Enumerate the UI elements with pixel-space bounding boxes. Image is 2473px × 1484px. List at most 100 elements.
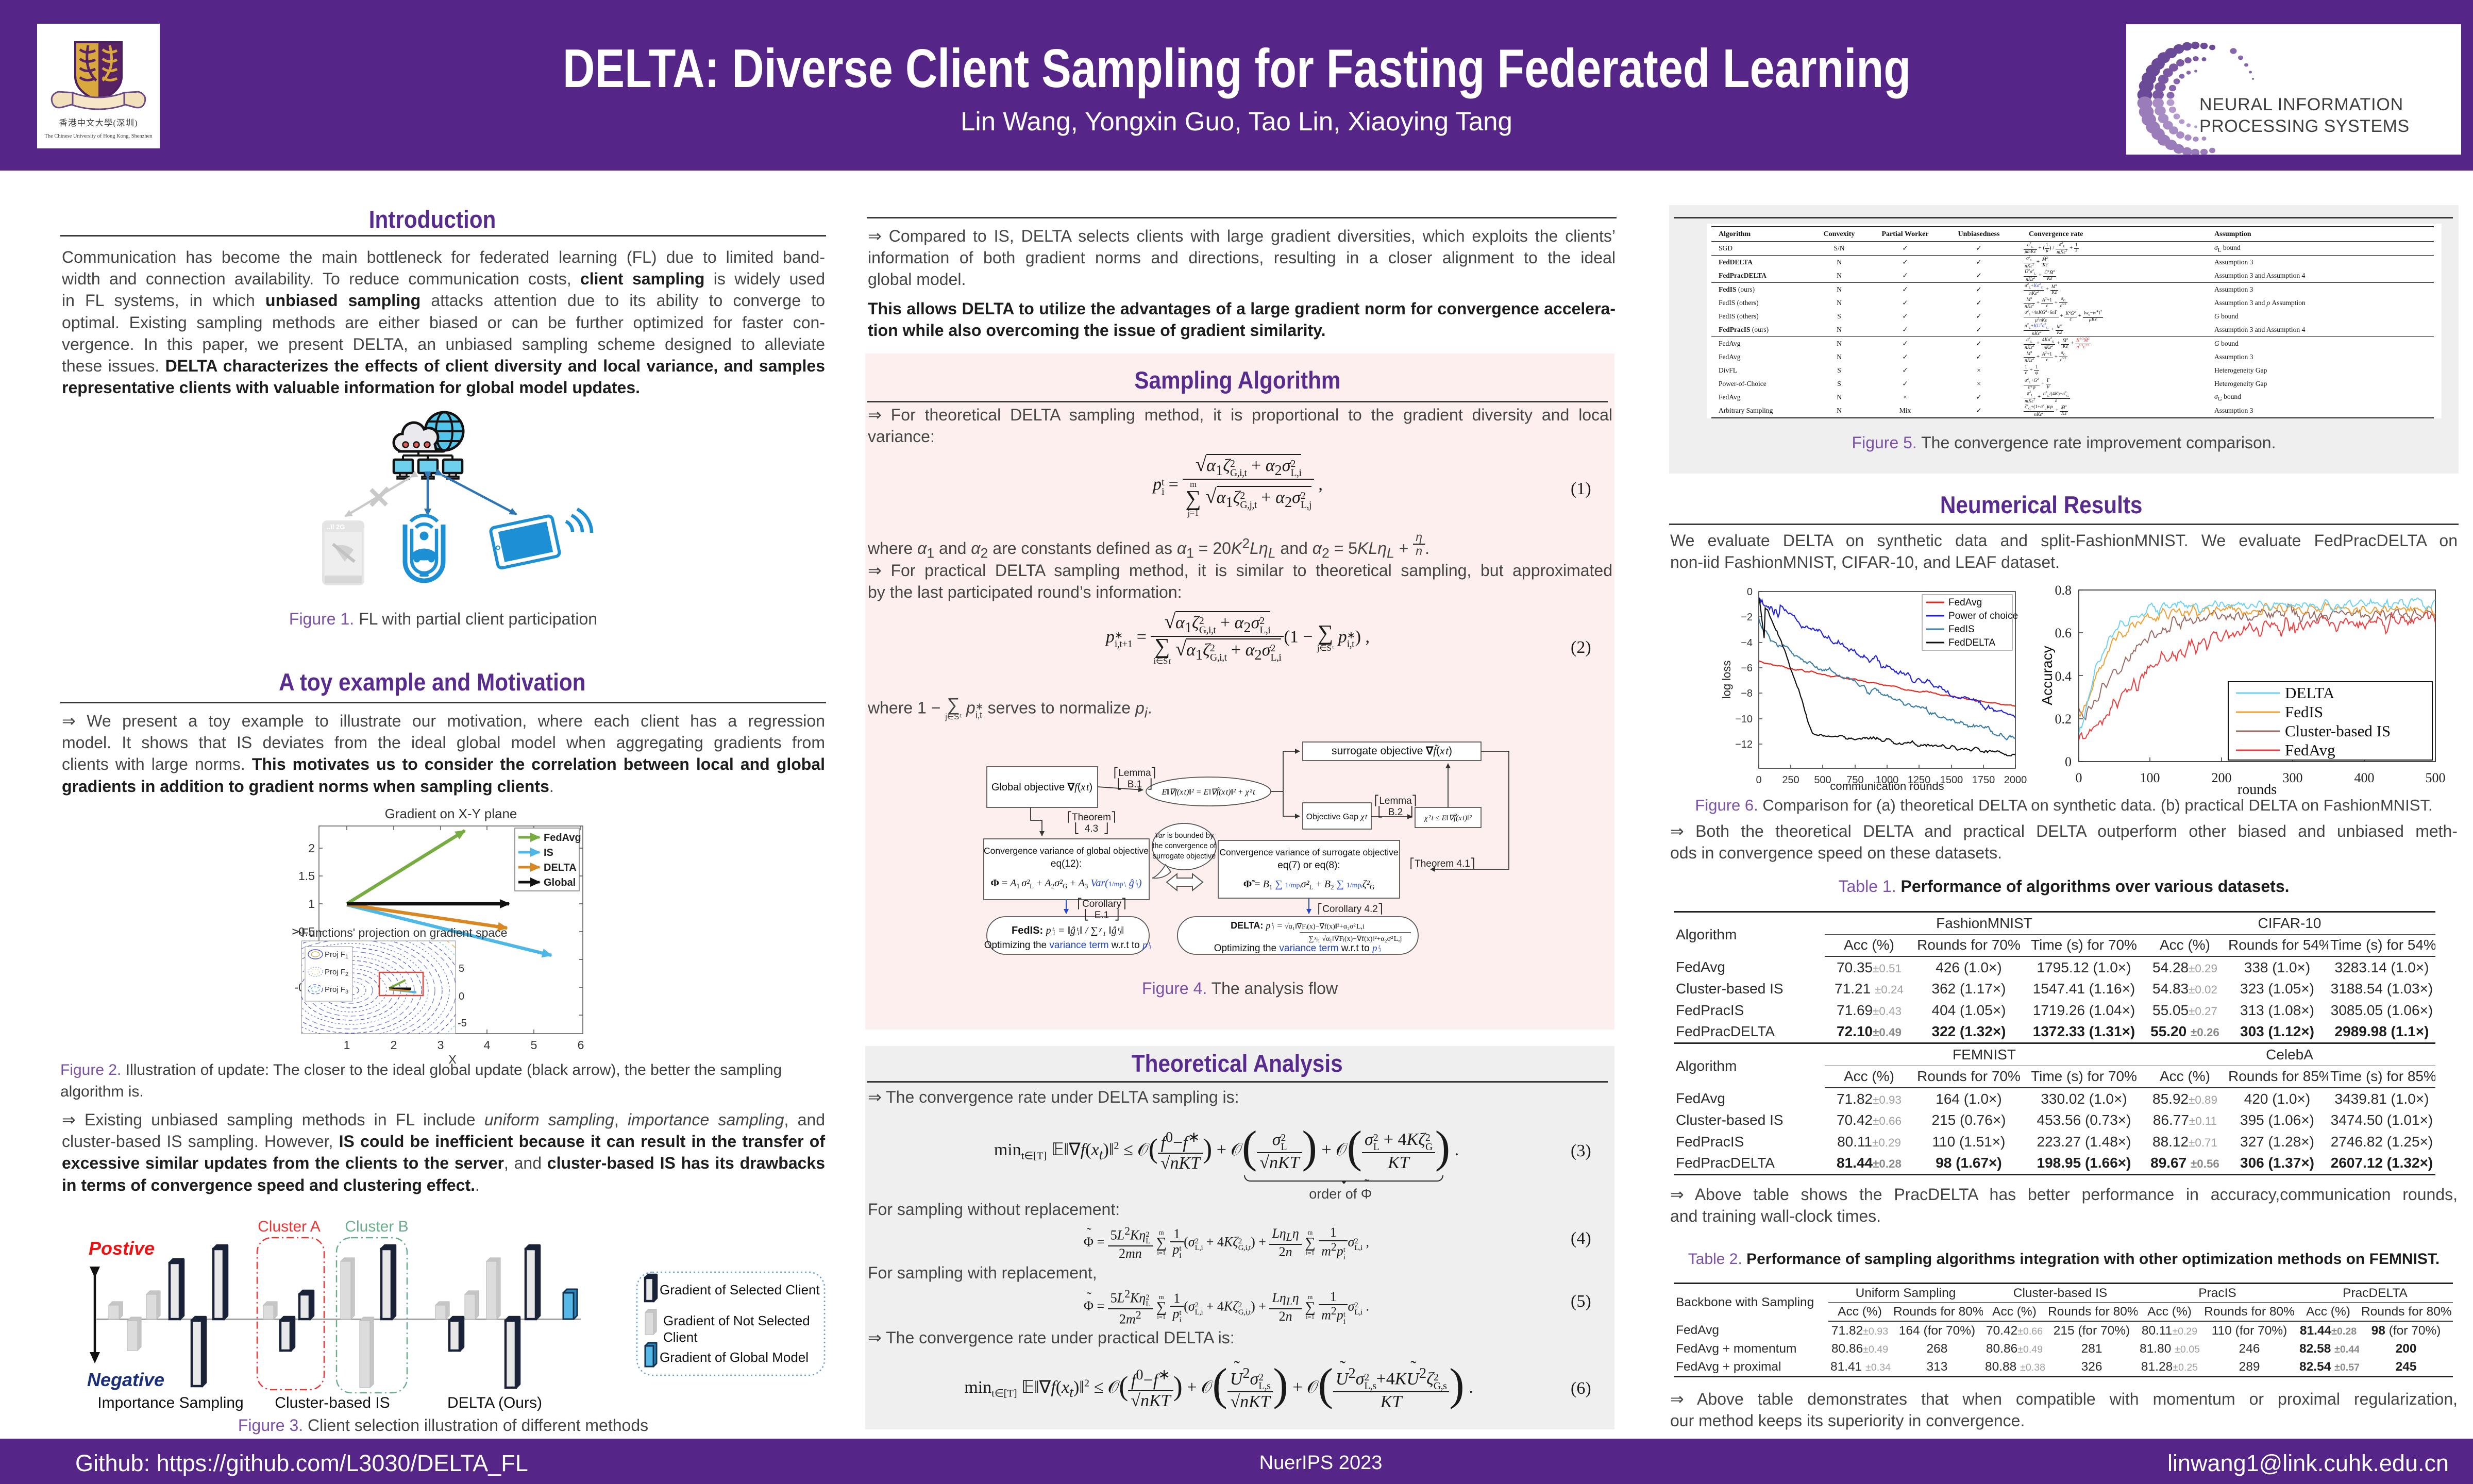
svg-text:2: 2 bbox=[308, 841, 315, 855]
svg-text:Global objective ∇f(x t): Global objective ∇f(x t) bbox=[991, 782, 1092, 793]
svg-text:NEURAL INFORMATION: NEURAL INFORMATION bbox=[2199, 95, 2403, 114]
svg-text:X: X bbox=[448, 1053, 456, 1066]
svg-text:-5: -5 bbox=[458, 1018, 467, 1029]
svg-text:1: 1 bbox=[344, 1038, 350, 1052]
svg-text:Gradient of Not Selected: Gradient of Not Selected bbox=[663, 1313, 810, 1328]
svg-text:300: 300 bbox=[2283, 770, 2303, 785]
svg-text:⎡Theorem⎤: ⎡Theorem⎤ bbox=[1067, 811, 1116, 823]
svg-text:Global: Global bbox=[544, 877, 576, 888]
svg-text:surrogate objective ∇f̃(x t): surrogate objective ∇f̃(x t) bbox=[1332, 745, 1452, 757]
svg-text:FedAvg: FedAvg bbox=[1948, 597, 1982, 608]
svg-text:∑ ᵡⱼ₁ √α₁‖∇Fⱼ(x)−∇f(x)‖²+α₂σ²: ∑ ᵡⱼ₁ √α₁‖∇Fⱼ(x)−∇f(x)‖²+α₂σ² L,j bbox=[1308, 935, 1402, 943]
svg-text:1750: 1750 bbox=[1972, 774, 1995, 786]
svg-text:FedDELTA: FedDELTA bbox=[1948, 637, 1995, 648]
svg-text:0.6: 0.6 bbox=[2055, 626, 2072, 640]
svg-text:−10: −10 bbox=[1735, 714, 1753, 725]
svg-text:y: y bbox=[288, 929, 301, 935]
svg-text:Var is bounded by: Var is bounded by bbox=[1155, 832, 1214, 840]
svg-text:1.5: 1.5 bbox=[298, 869, 315, 883]
svg-text:PROCESSING SYSTEMS: PROCESSING SYSTEMS bbox=[2199, 116, 2410, 136]
svg-text:Postive: Postive bbox=[89, 1238, 155, 1259]
svg-text:Client: Client bbox=[663, 1329, 698, 1345]
svg-text:200: 200 bbox=[2212, 770, 2232, 785]
svg-text:−12: −12 bbox=[1735, 739, 1753, 750]
svg-text:0: 0 bbox=[2065, 754, 2072, 769]
svg-text:−8: −8 bbox=[1741, 688, 1753, 699]
svg-text:DELTA (Ours): DELTA (Ours) bbox=[447, 1394, 542, 1411]
svg-text:⎣ B.2 ⎦: ⎣ B.2 ⎦ bbox=[1378, 806, 1414, 818]
svg-text:DELTA: DELTA bbox=[544, 862, 577, 873]
svg-text:FedAvg: FedAvg bbox=[2285, 741, 2335, 759]
svg-text:500: 500 bbox=[1814, 774, 1831, 786]
svg-text:DELTA: DELTA bbox=[2285, 684, 2335, 702]
svg-text:750: 750 bbox=[1846, 774, 1863, 786]
svg-text:香港中文大學(深圳): 香港中文大學(深圳) bbox=[59, 118, 138, 128]
svg-text:..ll 2G: ..ll 2G bbox=[327, 523, 345, 531]
svg-text:0.5: 0.5 bbox=[298, 925, 315, 938]
svg-text:Proj F3: Proj F3 bbox=[325, 985, 348, 995]
svg-text:1250: 1250 bbox=[1908, 774, 1931, 786]
svg-text:5: 5 bbox=[531, 1038, 537, 1052]
svg-text:−6: −6 bbox=[1741, 663, 1753, 674]
svg-text:Objective Gap χ t: Objective Gap χ t bbox=[1306, 813, 1368, 821]
svg-text:⎡Corollary 4.2⎤: ⎡Corollary 4.2⎤ bbox=[1318, 903, 1383, 915]
svg-text:χ ² t ≤ E‖∇f̃(x t)‖²: χ ² t ≤ E‖∇f̃(x t)‖² bbox=[1423, 814, 1472, 822]
svg-text:Gradient on X-Y plane: Gradient on X-Y plane bbox=[385, 806, 517, 821]
svg-text:E‖∇f(x t)‖² = E‖∇f̃(x t)‖² + χ: E‖∇f(x t)‖² = E‖∇f̃(x t)‖² + χ ² t bbox=[1161, 787, 1255, 797]
svg-text:Cluster A: Cluster A bbox=[258, 1218, 321, 1235]
svg-text:The Chinese University of Hong: The Chinese University of Hong Kong, She… bbox=[44, 133, 153, 139]
svg-text:Optimizing the variance term w: Optimizing the variance term w.r.t to p … bbox=[1214, 943, 1382, 954]
svg-text:⎡Corollary⎤: ⎡Corollary⎤ bbox=[1077, 898, 1126, 909]
svg-text:0: 0 bbox=[2076, 770, 2082, 785]
svg-text:0: 0 bbox=[1756, 774, 1761, 786]
svg-text:400: 400 bbox=[2354, 770, 2375, 785]
svg-text:FedIS: p ᵗᵢ = ‖ĝ ᵗᵢ‖ / ∑ ᵡ ₁: FedIS: p ᵗᵢ = ‖ĝ ᵗᵢ‖ / ∑ ᵡ ₁ ‖ĝ ᵗⱼ‖ bbox=[1012, 925, 1124, 936]
svg-text:communication rounds: communication rounds bbox=[1830, 780, 1944, 792]
svg-text:rounds: rounds bbox=[2238, 782, 2277, 798]
svg-text:Convergence variance of global: Convergence variance of global objective bbox=[984, 846, 1149, 856]
svg-text:eq(7) or eq(8):: eq(7) or eq(8): bbox=[1277, 860, 1340, 871]
svg-text:surrogate objective: surrogate objective bbox=[1153, 852, 1216, 861]
svg-text:−4: −4 bbox=[1741, 637, 1753, 649]
svg-text:−2: −2 bbox=[1741, 612, 1753, 623]
svg-text:⎣ B.1 ⎦: ⎣ B.1 ⎦ bbox=[1117, 778, 1153, 790]
svg-text:3: 3 bbox=[438, 1038, 444, 1052]
svg-text:Cluster B: Cluster B bbox=[345, 1218, 408, 1235]
svg-text:Functions' projection on gradi: Functions' projection on gradient space bbox=[301, 926, 507, 939]
svg-text:100: 100 bbox=[2140, 770, 2160, 785]
svg-text:⎡Theorem 4.1⎤: ⎡Theorem 4.1⎤ bbox=[1410, 857, 1475, 869]
svg-text:⎣ E.1 ⎦: ⎣ E.1 ⎦ bbox=[1084, 909, 1120, 921]
svg-text:⎡Lemma⎤: ⎡Lemma⎤ bbox=[1374, 795, 1417, 806]
svg-text:250: 250 bbox=[1782, 774, 1799, 786]
svg-text:Negative: Negative bbox=[87, 1369, 164, 1390]
svg-text:⎣ 4.3 ⎦: ⎣ 4.3 ⎦ bbox=[1074, 822, 1109, 834]
svg-text:1500: 1500 bbox=[1940, 774, 1963, 786]
svg-text:Proj F2: Proj F2 bbox=[325, 968, 348, 977]
svg-text:log loss: log loss bbox=[1720, 661, 1733, 699]
svg-text:6: 6 bbox=[578, 1038, 584, 1052]
svg-text:Gradient of Selected Client: Gradient of Selected Client bbox=[660, 1282, 820, 1297]
svg-text:FedIS: FedIS bbox=[2285, 703, 2323, 721]
svg-text:0: 0 bbox=[459, 991, 464, 1002]
svg-text:2: 2 bbox=[391, 1038, 397, 1052]
svg-text:DELTA: p ᵗᵢ = √α₁‖∇Fᵢ(x)−∇f(x): DELTA: p ᵗᵢ = √α₁‖∇Fᵢ(x)−∇f(x)‖²+α₂σ² L,… bbox=[1231, 920, 1365, 931]
svg-text:IS: IS bbox=[544, 847, 553, 858]
svg-text:0.4: 0.4 bbox=[2055, 669, 2072, 684]
svg-text:4: 4 bbox=[484, 1038, 491, 1052]
svg-text:FedIS: FedIS bbox=[1948, 624, 1975, 635]
svg-text:1: 1 bbox=[308, 897, 315, 910]
svg-text:FedAvg: FedAvg bbox=[544, 832, 581, 844]
svg-text:Gradient of Global Model: Gradient of Global Model bbox=[660, 1350, 809, 1365]
svg-text:Proj F1: Proj F1 bbox=[325, 950, 348, 960]
svg-text:Optimizing the variance term w: Optimizing the variance term w.r.t to p … bbox=[984, 940, 1152, 951]
svg-text:0.2: 0.2 bbox=[2055, 712, 2072, 727]
svg-text:0.8: 0.8 bbox=[2055, 583, 2072, 598]
svg-text:eq(12):: eq(12): bbox=[1051, 858, 1082, 869]
svg-text:5: 5 bbox=[459, 963, 464, 974]
svg-text:Power of choice: Power of choice bbox=[1948, 611, 2018, 621]
svg-text:Cluster-based IS: Cluster-based IS bbox=[2285, 722, 2391, 740]
svg-text:the convergence of: the convergence of bbox=[1152, 842, 1216, 850]
svg-text:Importance Sampling: Importance Sampling bbox=[97, 1394, 243, 1411]
svg-text:⎡Lemma⎤: ⎡Lemma⎤ bbox=[1114, 767, 1156, 779]
svg-text:Accuracy: Accuracy bbox=[2039, 646, 2055, 705]
